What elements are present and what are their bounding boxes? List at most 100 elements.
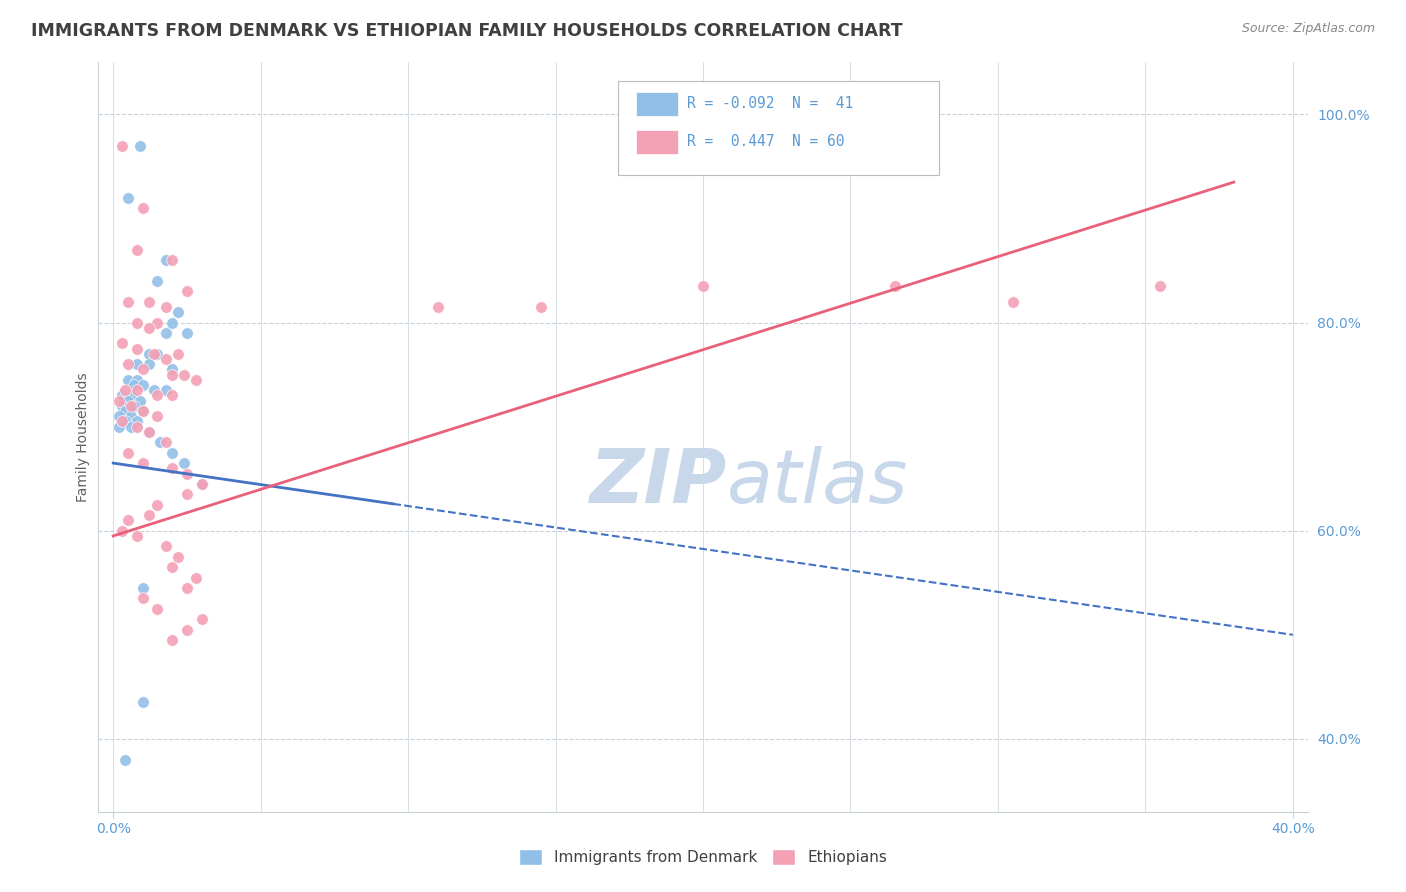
Point <box>155 300 177 314</box>
Point <box>1149 279 1171 293</box>
Point <box>176 581 198 595</box>
Point <box>155 351 177 366</box>
Point <box>160 316 183 330</box>
Text: R =  0.447  N = 60: R = 0.447 N = 60 <box>688 134 845 149</box>
Point <box>111 524 134 538</box>
Point <box>125 316 148 330</box>
Point <box>155 326 177 340</box>
Point <box>160 362 183 376</box>
Point <box>117 393 139 408</box>
Text: IMMIGRANTS FROM DENMARK VS ETHIOPIAN FAMILY HOUSEHOLDS CORRELATION CHART: IMMIGRANTS FROM DENMARK VS ETHIOPIAN FAM… <box>31 22 903 40</box>
Point <box>138 294 160 309</box>
Point <box>122 399 145 413</box>
Point <box>160 446 183 460</box>
Point <box>176 487 198 501</box>
Point <box>125 243 148 257</box>
Point <box>111 138 134 153</box>
FancyBboxPatch shape <box>637 93 678 116</box>
Point <box>117 357 139 371</box>
Point <box>131 696 153 710</box>
Point <box>117 513 139 527</box>
Point <box>138 425 160 439</box>
Point <box>125 342 148 356</box>
Point <box>108 419 131 434</box>
Point <box>111 388 134 402</box>
Point <box>117 191 139 205</box>
Point <box>155 539 177 553</box>
Y-axis label: Family Households: Family Households <box>76 372 90 502</box>
Point <box>120 419 142 434</box>
Point <box>167 347 190 361</box>
Point <box>128 138 150 153</box>
Point <box>155 435 177 450</box>
Legend: Immigrants from Denmark, Ethiopians: Immigrants from Denmark, Ethiopians <box>512 843 894 871</box>
Point <box>117 294 139 309</box>
Point <box>146 274 169 288</box>
Point <box>176 623 198 637</box>
Point <box>883 279 905 293</box>
Point <box>160 253 183 268</box>
Point <box>114 415 136 429</box>
Point <box>138 347 160 361</box>
Point <box>120 409 142 424</box>
Point <box>146 316 169 330</box>
Point <box>692 279 714 293</box>
Point <box>131 201 153 215</box>
Point <box>117 446 139 460</box>
Point <box>111 415 134 429</box>
Point <box>176 326 198 340</box>
Point <box>160 461 183 475</box>
Point <box>131 378 153 392</box>
FancyBboxPatch shape <box>619 81 939 175</box>
Point <box>155 253 177 268</box>
Point <box>530 300 553 314</box>
Point <box>117 373 139 387</box>
Point <box>128 393 150 408</box>
Point <box>125 373 148 387</box>
Point <box>146 388 169 402</box>
Point <box>114 404 136 418</box>
Point <box>125 529 148 543</box>
Point <box>131 456 153 470</box>
Point <box>167 549 190 564</box>
Point <box>131 404 153 418</box>
Point <box>160 368 183 382</box>
Point <box>167 305 190 319</box>
Point <box>143 384 166 398</box>
FancyBboxPatch shape <box>637 130 678 153</box>
Point <box>120 399 142 413</box>
Point <box>122 378 145 392</box>
Point <box>173 456 195 470</box>
Point <box>190 612 212 626</box>
Point <box>125 384 148 398</box>
Point <box>131 581 153 595</box>
Point <box>146 498 169 512</box>
Text: Source: ZipAtlas.com: Source: ZipAtlas.com <box>1241 22 1375 36</box>
Point <box>146 602 169 616</box>
Point <box>120 388 142 402</box>
Point <box>176 285 198 299</box>
Point <box>1001 294 1024 309</box>
Point <box>111 399 134 413</box>
Point <box>160 560 183 574</box>
Point <box>131 362 153 376</box>
Point <box>146 409 169 424</box>
Text: R = -0.092  N =  41: R = -0.092 N = 41 <box>688 96 853 112</box>
Point <box>184 373 207 387</box>
Point <box>184 571 207 585</box>
Point <box>190 476 212 491</box>
Text: atlas: atlas <box>727 446 908 518</box>
Point <box>114 753 136 767</box>
Point <box>176 467 198 481</box>
Point <box>138 357 160 371</box>
Text: ZIP: ZIP <box>591 445 727 518</box>
Point <box>138 320 160 334</box>
Point <box>111 336 134 351</box>
Point <box>149 435 172 450</box>
Point <box>131 404 153 418</box>
Point <box>108 409 131 424</box>
Point <box>143 347 166 361</box>
Point <box>131 591 153 606</box>
Point <box>155 384 177 398</box>
Point <box>114 384 136 398</box>
